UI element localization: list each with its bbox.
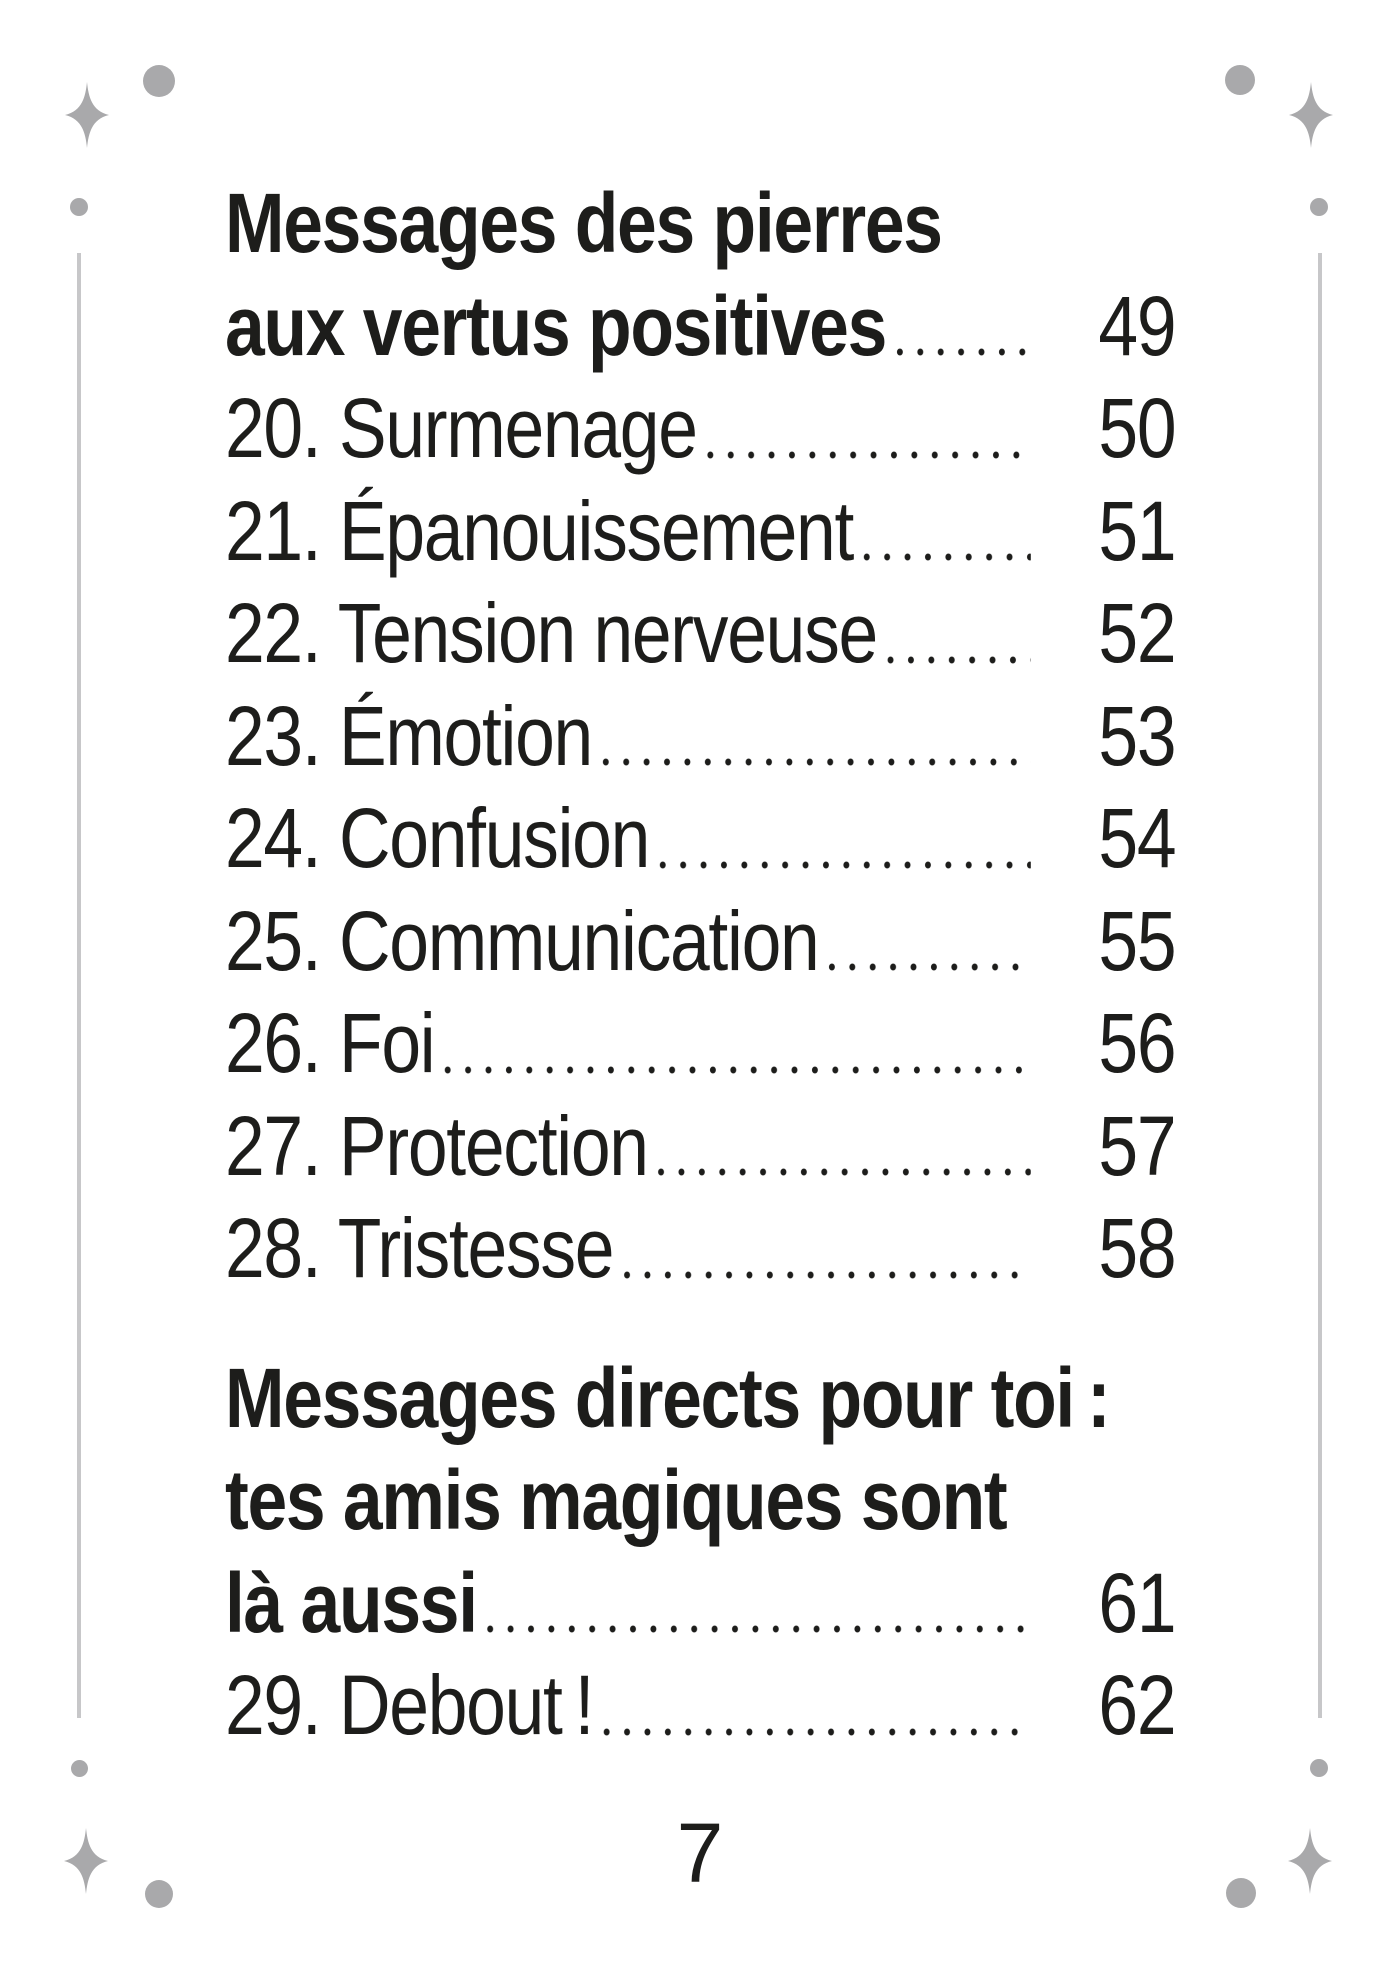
decor-dot [1310, 1759, 1328, 1777]
toc-heading-label: là aussi [225, 1555, 478, 1650]
dot-leader [886, 275, 1056, 378]
page-number: 7 [676, 1806, 724, 1900]
toc-page-ref: 61 [1098, 1555, 1176, 1650]
toc-entry-label: 27. Protection [225, 1098, 649, 1193]
toc-entry-label: 22. Tension nerveuse [225, 586, 878, 680]
toc-row: 24. Confusion 54 [225, 787, 1177, 890]
dot-leader [853, 480, 1056, 583]
sparkle-icon [64, 1828, 108, 1894]
dot-leader [649, 787, 1056, 890]
dot-leader [818, 890, 1056, 993]
toc-page-ref: 50 [1098, 381, 1176, 475]
toc-heading-label: Messages directs pour toi : [225, 1350, 1111, 1445]
decor-dot [71, 1760, 88, 1777]
toc-row: 27. Protection 57 [225, 1095, 1177, 1198]
dot-leader [477, 1552, 1057, 1655]
toc-entry-label: 21. Épanouissement [225, 483, 854, 578]
decor-dot [1225, 65, 1255, 95]
toc-heading-label: tes amis magiques sont [225, 1453, 1008, 1547]
toc-entry-label: 24. Confusion [225, 791, 650, 885]
toc-row: 29. Debout ! 62 [225, 1654, 1177, 1757]
toc-entry-label: 29. Debout ! [225, 1658, 594, 1752]
toc-page-ref: 55 [1098, 893, 1176, 988]
toc-entry-label: 25. Communication [225, 893, 820, 988]
toc-row: 21. Épanouissement 51 [225, 480, 1177, 583]
toc-page-ref: 56 [1098, 996, 1176, 1090]
sparkle-icon [1289, 82, 1333, 148]
dot-leader [613, 1197, 1056, 1300]
toc-page-ref: 53 [1098, 688, 1176, 783]
dot-leader [593, 1654, 1056, 1757]
toc-row: 22. Tension nerveuse 52 [225, 582, 1177, 685]
side-rule [77, 253, 81, 1718]
dot-leader [592, 685, 1056, 788]
toc-page-ref: 52 [1098, 586, 1176, 680]
toc-page-ref: 62 [1098, 1658, 1176, 1752]
decor-dot [1226, 1878, 1256, 1908]
table-of-contents: Messages des pierres aux vertus positive… [225, 172, 1177, 1757]
toc-row: 23. Émotion 53 [225, 685, 1177, 788]
toc-heading-label: aux vertus positives [225, 278, 887, 373]
toc-row: 26. Foi 56 [225, 992, 1177, 1095]
decor-dot [143, 65, 175, 97]
toc-row: aux vertus positives 49 [225, 275, 1177, 378]
toc-row: Messages directs pour toi : [225, 1347, 1175, 1450]
dot-leader [434, 992, 1056, 1095]
toc-heading-label: Messages des pierres [225, 176, 943, 270]
toc-row: Messages des pierres [225, 172, 1175, 275]
toc-entry-label: 20. Surmenage [225, 381, 698, 475]
toc-page-ref: 54 [1098, 791, 1176, 885]
toc-page-ref: 57 [1098, 1098, 1176, 1193]
side-rule [1318, 253, 1322, 1718]
dot-leader [648, 1095, 1057, 1198]
decor-dot [145, 1880, 173, 1908]
toc-row: 25. Communication 55 [225, 890, 1177, 993]
toc-page-ref: 51 [1098, 483, 1176, 578]
decor-dot [70, 198, 88, 216]
toc-entry-label: 28. Tristesse [225, 1201, 614, 1295]
dot-leader [877, 582, 1056, 685]
sparkle-icon [65, 82, 109, 148]
toc-row: 20. Surmenage 50 [225, 377, 1177, 480]
toc-entry-label: 23. Émotion [225, 688, 593, 783]
decor-dot [1310, 198, 1328, 216]
toc-page-ref: 49 [1098, 278, 1176, 373]
toc-entry-label: 26. Foi [225, 996, 436, 1090]
dot-leader [697, 377, 1057, 480]
sparkle-icon [1288, 1828, 1332, 1894]
toc-row: là aussi 61 [225, 1552, 1177, 1655]
toc-row: 28. Tristesse 58 [225, 1197, 1177, 1300]
toc-page-ref: 58 [1098, 1201, 1176, 1295]
toc-row: tes amis magiques sont [225, 1449, 1175, 1552]
